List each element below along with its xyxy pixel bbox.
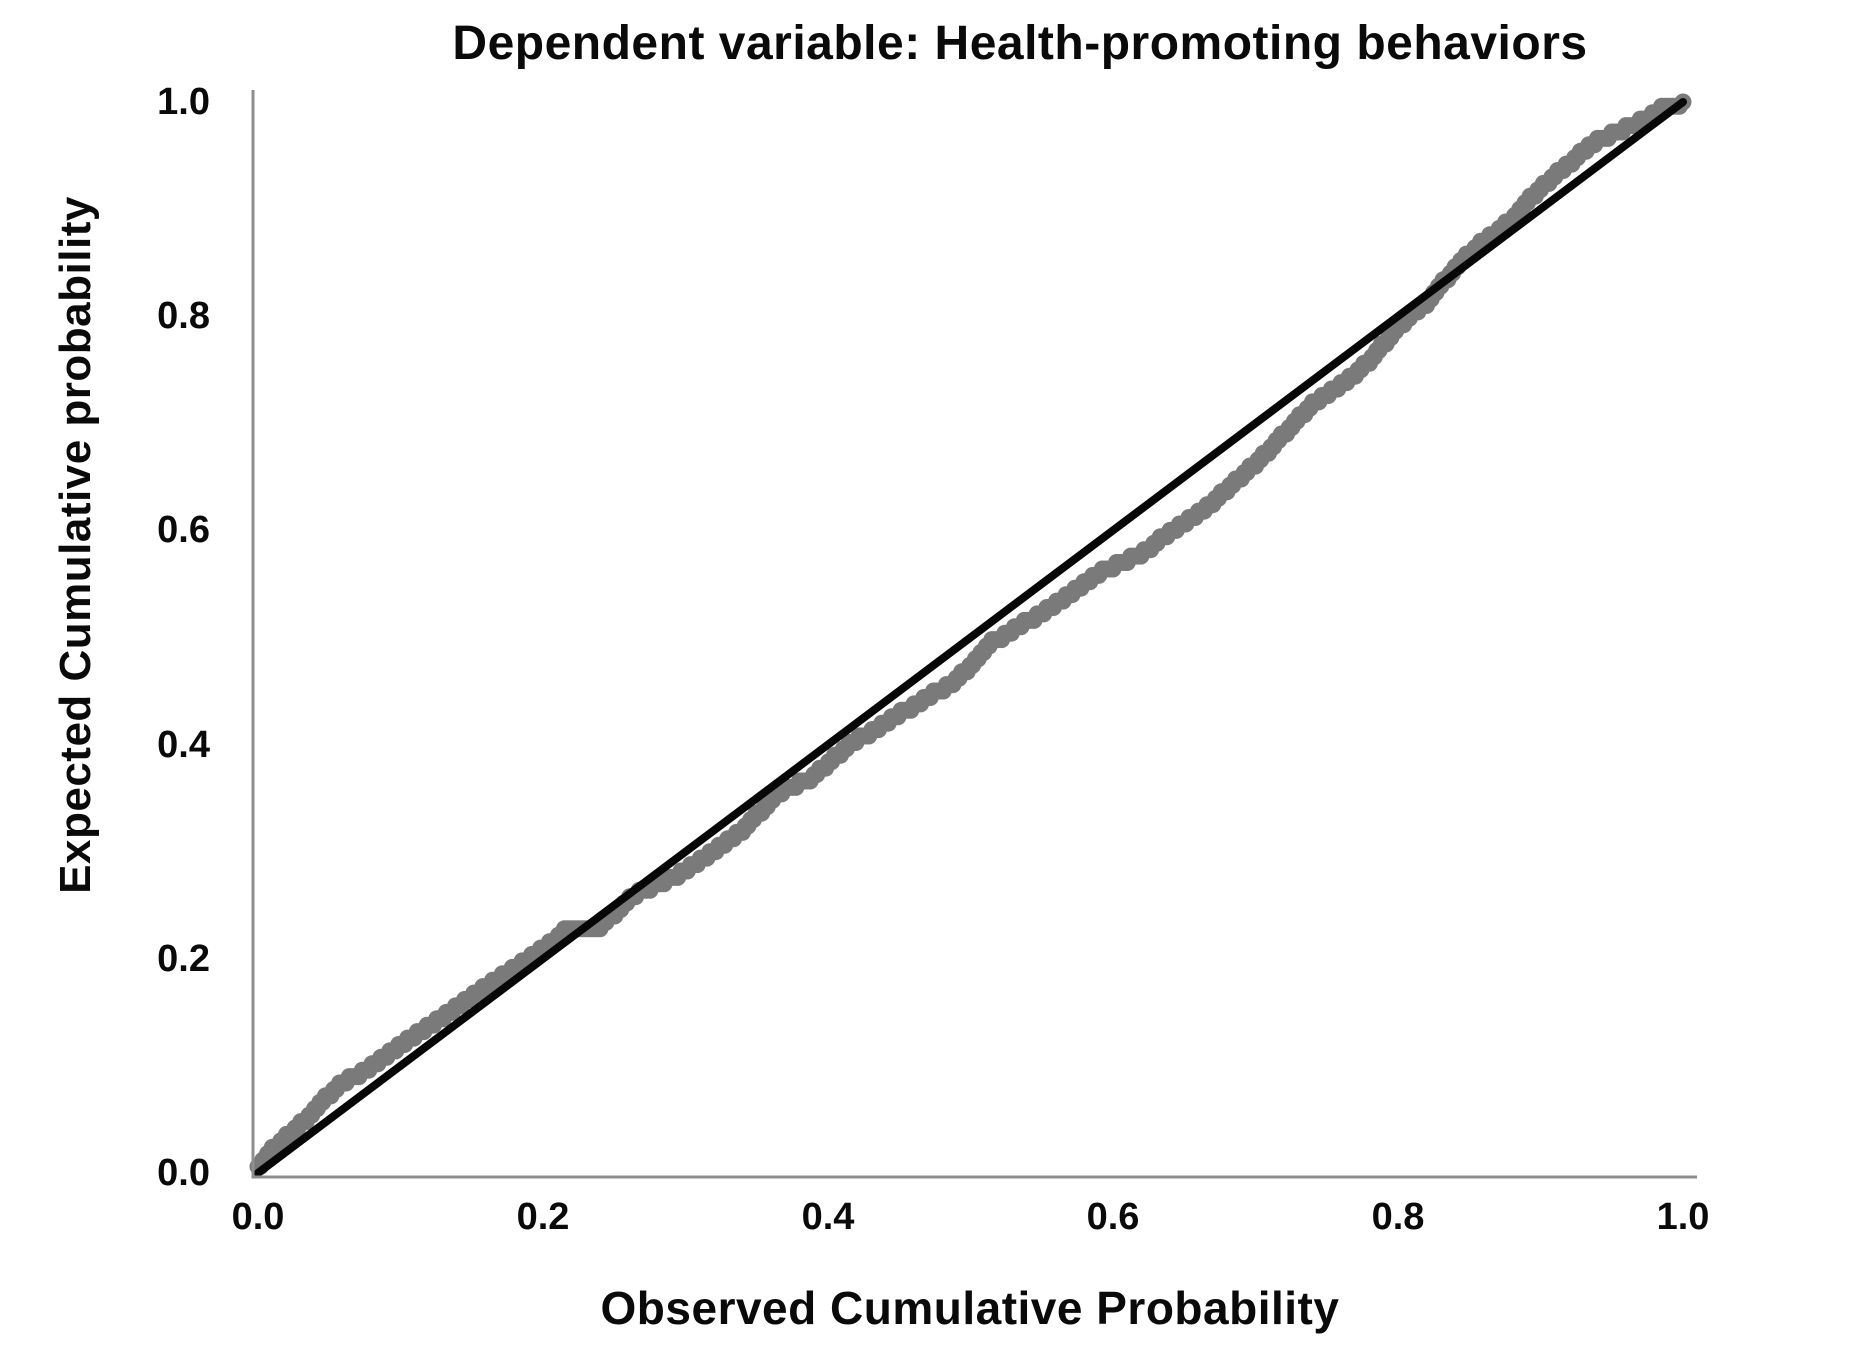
x-tick-label: 0.0 [231, 1196, 285, 1238]
chart-title: Dependent variable: Health-promoting beh… [452, 17, 1588, 70]
y-axis-label: Expected Cumulative probability [51, 196, 100, 894]
y-tick-label: 0.0 [157, 1152, 210, 1194]
y-tick-label: 1.0 [157, 81, 210, 123]
y-tick-label: 0.4 [157, 723, 210, 766]
x-tick-label: 0.8 [1371, 1196, 1425, 1238]
x-axis-label: Observed Cumulative Probability [600, 1282, 1340, 1334]
y-tick-label: 0.6 [157, 509, 210, 552]
x-tick-label: 0.2 [516, 1196, 570, 1238]
x-tick-label: 0.4 [801, 1196, 855, 1238]
y-tick-label: 0.2 [157, 937, 210, 980]
reference-diagonal-line [254, 98, 1687, 1177]
axis-lines [251, 90, 1697, 1179]
y-tick-label: 0.8 [157, 295, 210, 338]
x-tick-label: 1.0 [1656, 1196, 1710, 1238]
x-tick-label: 0.6 [1086, 1196, 1140, 1238]
